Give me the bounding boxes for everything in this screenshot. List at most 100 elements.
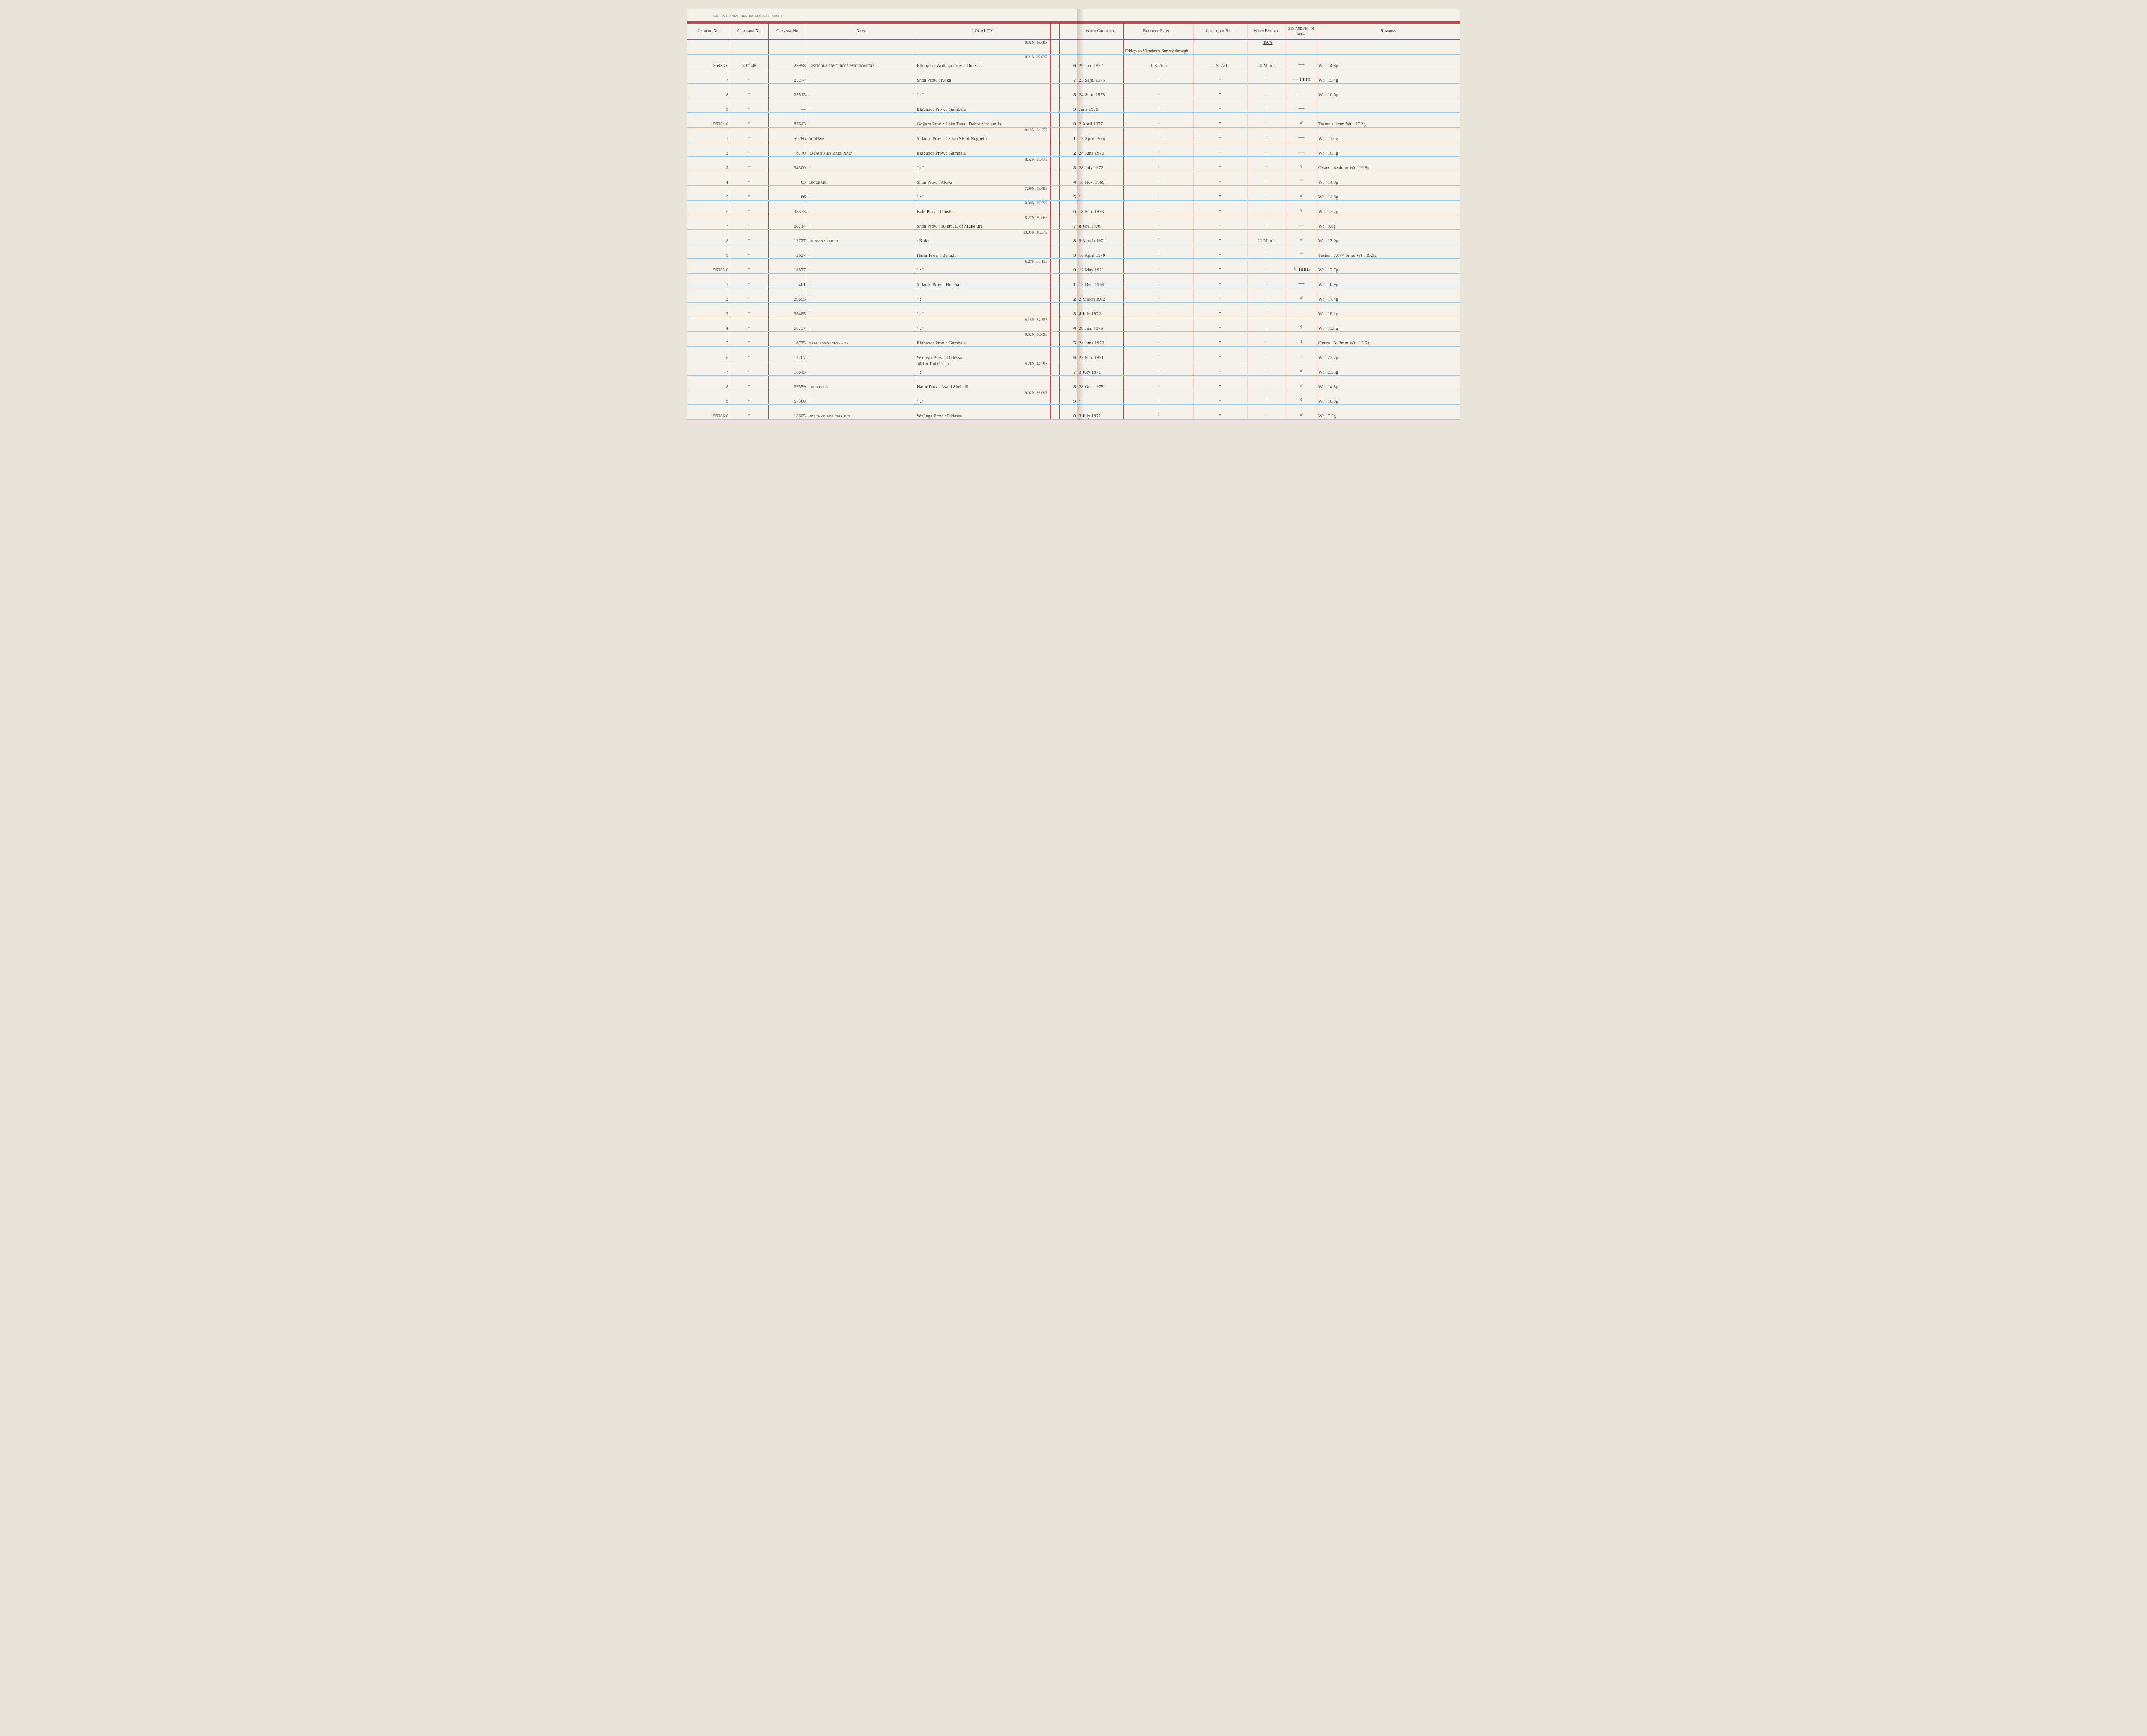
remarks: Wt : 12.7g: [1317, 258, 1460, 273]
collected-by: ": [1193, 215, 1247, 229]
gap: [1050, 171, 1060, 185]
col-collected-by: Collected By—: [1193, 24, 1247, 40]
sex-spec: —: [1286, 215, 1317, 229]
species-name: ": [807, 288, 915, 302]
catalog-no: 7: [687, 215, 730, 229]
coord-text: 10.05N, 40.37E: [1023, 230, 1048, 234]
collected-by: ": [1193, 361, 1247, 375]
received-from: ": [1124, 302, 1193, 317]
when-collected: 23 Sept. 1975: [1077, 69, 1124, 83]
table-row: 1 " 50786 bodessa Sidamo Prov. : 12 km S…: [687, 127, 1460, 142]
when-entered: ": [1247, 361, 1286, 375]
when-collected: 18 Feb. 1973: [1077, 200, 1124, 215]
when-entered: ": [1247, 200, 1286, 215]
gap: [1050, 375, 1060, 390]
original-no: —: [769, 98, 807, 112]
collector-no: 0: [1060, 404, 1077, 419]
collected-by: ": [1193, 404, 1247, 419]
collector-no: 3: [1060, 302, 1077, 317]
when-collected: 16 April 1970: [1077, 244, 1124, 258]
when-collected: 2 March 1972: [1077, 288, 1124, 302]
when-collected: 15 April 1974: [1077, 127, 1124, 142]
collector-no: 7: [1060, 361, 1077, 375]
cell: 1978: [1247, 40, 1286, 54]
table-row: 56984 0 " 82643 " Gojjam Prov. : Lake Ta…: [687, 112, 1460, 127]
original-no: 461: [769, 273, 807, 288]
col-name: Name: [807, 24, 915, 40]
accession-no: ": [730, 171, 769, 185]
when-entered: ": [1247, 156, 1286, 171]
remarks: [1317, 98, 1460, 112]
col-remarks: Remarks: [1317, 24, 1460, 40]
accession-no: ": [730, 331, 769, 346]
table-row: 4 " 68737 " " : " 8.15N, 34.35E 4 28 Jan…: [687, 317, 1460, 331]
collected-by: ": [1193, 142, 1247, 156]
catalog-no: 9: [687, 244, 730, 258]
species-name: galactotes marginata: [807, 142, 915, 156]
original-no: 63: [769, 171, 807, 185]
accession-no: ": [730, 302, 769, 317]
collected-by: ": [1193, 288, 1247, 302]
when-entered: ": [1247, 331, 1286, 346]
table-row: 3 " 33485 " " : " 3 4 July 1972 " " " — …: [687, 302, 1460, 317]
species-name: cinereola: [807, 375, 915, 390]
coord-text: 5.26N, 44.29E: [1025, 362, 1048, 366]
received-from: ": [1124, 98, 1193, 112]
collector-no: 9: [1060, 244, 1077, 258]
collector-no: 8: [1060, 375, 1077, 390]
sex-spec: —: [1286, 142, 1317, 156]
locality: Illubabor Prov. : Gambela 9.02N, 36.09E: [915, 331, 1050, 346]
sex-spec: ♀: [1286, 390, 1317, 404]
when-collected: 29 Jan. 1972: [1077, 54, 1124, 69]
gap: [1050, 390, 1060, 404]
collected-by: ": [1193, 244, 1247, 258]
catalog-no: 4: [687, 171, 730, 185]
catalog-no: 7: [687, 69, 730, 83]
locality: " : " 9.02N, 36.09E: [915, 390, 1050, 404]
original-no: 16877: [769, 258, 807, 273]
original-no: 2627: [769, 244, 807, 258]
gap: [1050, 185, 1060, 200]
species-name: ": [807, 185, 915, 200]
when-entered: ": [1247, 142, 1286, 156]
remarks: Testes < 1mm Wt : 17.3g: [1317, 112, 1460, 127]
received-from: ": [1124, 185, 1193, 200]
collected-by: ": [1193, 317, 1247, 331]
species-name: ": [807, 215, 915, 229]
when-entered: ": [1247, 346, 1286, 361]
when-entered: ": [1247, 69, 1286, 83]
when-entered: ": [1247, 302, 1286, 317]
accession-no: ": [730, 127, 769, 142]
when-collected: 28 July 1972: [1077, 156, 1124, 171]
original-no: 67560: [769, 390, 807, 404]
collected-by: ": [1193, 229, 1247, 244]
received-from: ": [1124, 142, 1193, 156]
received-from: ": [1124, 331, 1193, 346]
col-collno: [1060, 24, 1077, 40]
collector-no: 2: [1060, 142, 1077, 156]
original-no: 38573: [769, 200, 807, 215]
catalog-no: 9: [687, 98, 730, 112]
coord-text: 9.02N, 36.09E: [1025, 391, 1048, 395]
remarks: Ovary : 4×4mm Wt : 10.8g: [1317, 156, 1460, 171]
accession-no: ": [730, 346, 769, 361]
when-entered: ": [1247, 404, 1286, 419]
remarks: Wt : 16.9g: [1317, 273, 1460, 288]
accession-no: ": [730, 83, 769, 98]
locality: Shoa Prov. : 18 km. E of Muketure 8.27N,…: [915, 215, 1050, 229]
accession-no: ": [730, 215, 769, 229]
coord-text: 9.39N, 38.59E: [1025, 201, 1048, 205]
table-header: Catalog No. Accession No. Original No. N…: [687, 24, 1460, 40]
catalog-no: 2: [687, 288, 730, 302]
accession-no: ": [730, 112, 769, 127]
original-no: 82643: [769, 112, 807, 127]
sex-spec: ♀: [1286, 317, 1317, 331]
original-no: 28958: [769, 54, 807, 69]
original-no: 50786: [769, 127, 807, 142]
remarks: Wt : 14.8g: [1317, 54, 1460, 69]
when-entered: ": [1247, 83, 1286, 98]
species-name: ": [807, 346, 915, 361]
catalog-no: 8: [687, 229, 730, 244]
table-body: 9.02N, 36.09E Ethiopian Vertebrate Surve…: [687, 40, 1460, 419]
gap: [1050, 346, 1060, 361]
